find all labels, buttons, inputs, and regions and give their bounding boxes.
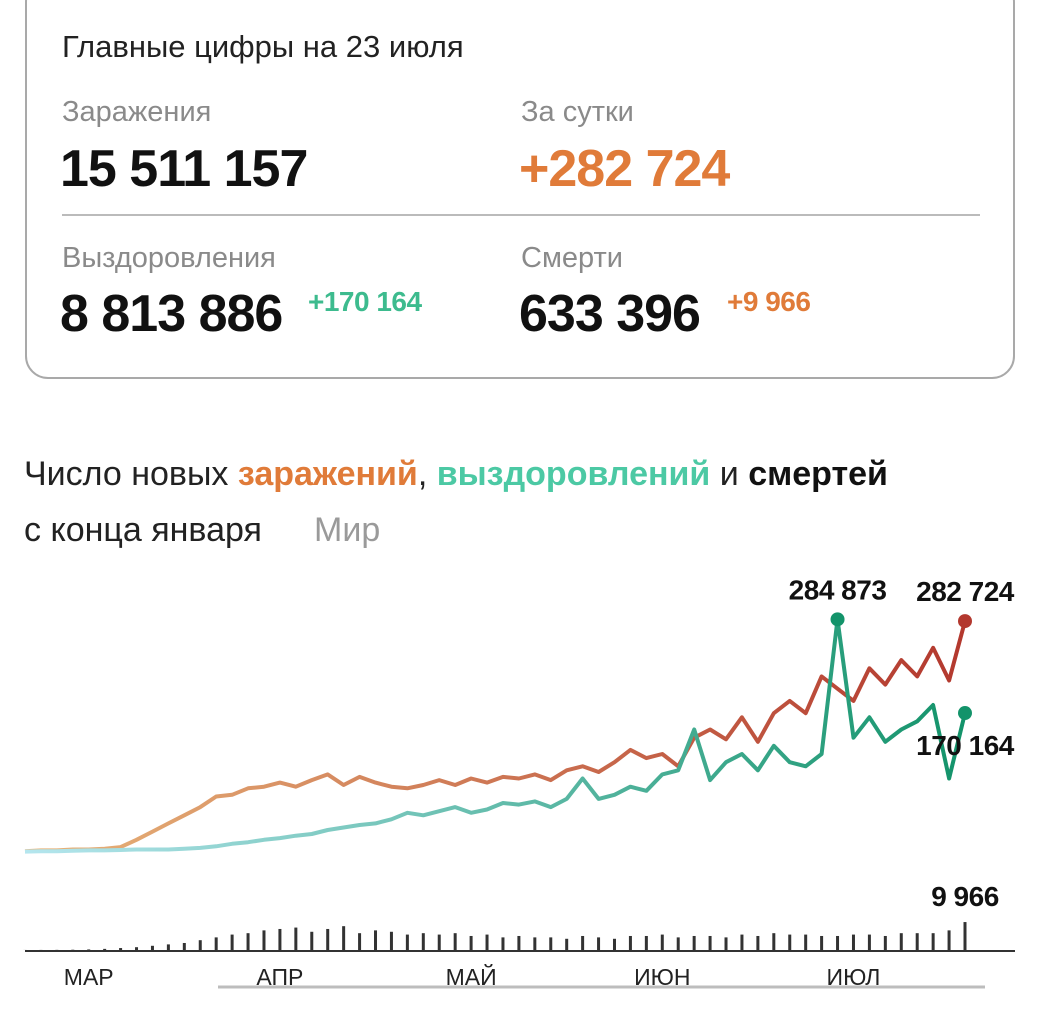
bar (899, 933, 903, 950)
bar (230, 934, 234, 950)
x-tick-label: ИЮН (634, 964, 690, 990)
bar (788, 934, 792, 950)
bar (724, 937, 728, 950)
value-label: 282 724 (916, 576, 1015, 607)
line (24, 620, 967, 854)
bar (374, 930, 378, 950)
bar (947, 930, 951, 950)
chart-subtitle: с конца января (24, 511, 262, 549)
bar (517, 935, 521, 950)
bar (294, 927, 298, 950)
bar (915, 933, 919, 950)
point (958, 706, 972, 721)
bar (182, 942, 186, 950)
x-tick-label: МАР (64, 964, 114, 990)
bar (644, 935, 648, 950)
deaths-value: 633 396 (519, 285, 700, 343)
bar (421, 933, 425, 950)
bar (565, 938, 569, 950)
bar (119, 948, 123, 950)
bar (358, 933, 362, 950)
bar (533, 937, 537, 950)
region[interactable]: Мир (314, 511, 380, 549)
bar (867, 934, 871, 950)
line (24, 617, 967, 854)
point (830, 612, 845, 627)
bar (485, 934, 489, 950)
infections-value: 15 511 157 (60, 140, 307, 198)
bar (581, 935, 585, 950)
bar (453, 933, 457, 950)
bar (87, 949, 91, 950)
recoveries-value: 8 813 886 (60, 285, 282, 343)
title-part: выздоровлений (437, 455, 711, 493)
x-tick-label: АПР (256, 964, 303, 990)
bar (756, 935, 760, 950)
bar (166, 944, 170, 950)
bar (198, 940, 202, 950)
bar (278, 928, 282, 950)
x-tick-label: МАЙ (446, 963, 497, 990)
bar (708, 935, 712, 950)
x-tick-label: ИЮЛ (827, 964, 881, 990)
bar (772, 933, 776, 950)
bar (740, 934, 744, 950)
value-label: 284 873 (789, 574, 887, 605)
recoveries-label: Выздоровления (62, 242, 276, 274)
bar (628, 935, 632, 950)
bar (469, 935, 473, 950)
bar (836, 935, 840, 950)
bar (437, 934, 441, 950)
bar (262, 930, 266, 950)
bar (549, 937, 553, 950)
deaths-delta: +9 966 (727, 286, 810, 317)
title-part: , (418, 455, 437, 493)
bar (676, 937, 680, 950)
bar (851, 934, 855, 950)
title-part: и (710, 455, 748, 493)
title-part: смертей (748, 455, 888, 493)
deaths-label: Смерти (521, 242, 623, 274)
bar (150, 945, 154, 950)
daily-label: За сутки (521, 96, 634, 128)
summary-card (25, 0, 1015, 379)
bar (389, 931, 393, 950)
bar (214, 937, 218, 950)
bar (326, 928, 330, 950)
bar (310, 931, 314, 950)
bar (931, 933, 935, 950)
bar (963, 922, 967, 950)
daily-value: +282 724 (519, 140, 730, 198)
title-part: заражений (238, 455, 418, 493)
bar (820, 935, 824, 950)
bar (342, 926, 346, 950)
bar (135, 947, 139, 950)
bar (246, 933, 250, 950)
value-label: 9 966 (931, 881, 999, 912)
chart-title: Число новых заражений, выздоровлений и с… (24, 455, 888, 493)
recoveries-delta: +170 164 (308, 286, 422, 317)
summary-title: Главные цифры на 23 июля (62, 29, 464, 64)
title-part: Число новых (24, 455, 238, 493)
bar (103, 948, 107, 950)
bar (660, 934, 664, 950)
bar (883, 935, 887, 950)
bar (612, 938, 616, 950)
value-label: 170 164 (916, 730, 1015, 761)
bar (501, 937, 505, 950)
point (958, 614, 972, 629)
bar (692, 935, 696, 950)
bar (597, 937, 601, 950)
infections-label: Заражения (62, 96, 211, 128)
bar (405, 934, 409, 950)
bar (804, 934, 808, 950)
